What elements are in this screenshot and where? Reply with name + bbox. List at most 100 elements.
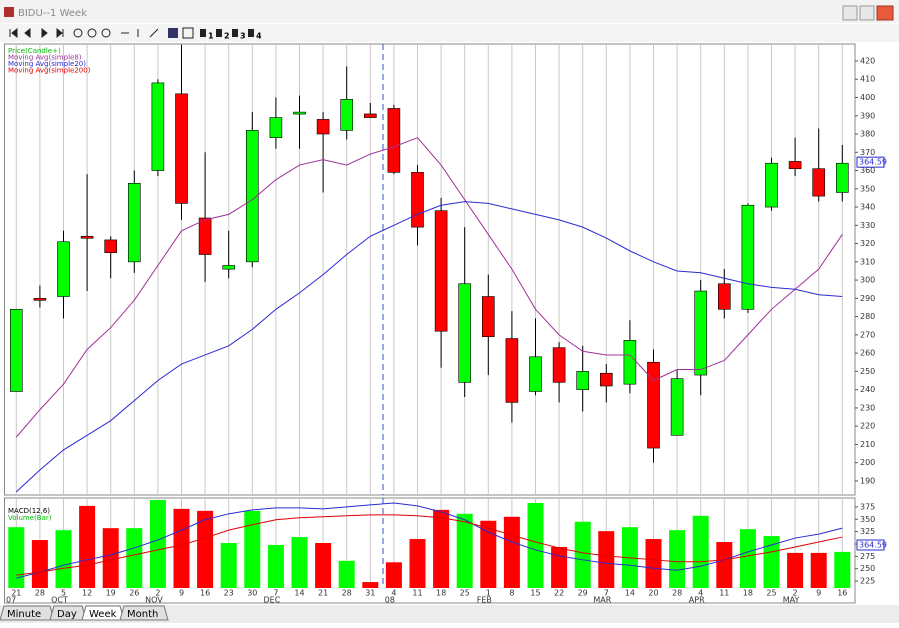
x-tick-label: 18 xyxy=(743,589,753,598)
tab[interactable]: Week xyxy=(81,605,125,621)
y-tick-label: 200 xyxy=(860,458,875,467)
volume-bar xyxy=(338,560,355,588)
last-value-box xyxy=(856,539,885,551)
last-price-label: 364.59 xyxy=(859,158,887,167)
maximize-button[interactable] xyxy=(859,5,875,21)
legend-entry: Moving Avg(simple8) xyxy=(8,54,82,62)
y-tick-label: 290 xyxy=(860,294,875,303)
x-tick-label: 25 xyxy=(766,589,776,598)
x-tick-label: 14 xyxy=(294,589,304,598)
candle-body xyxy=(788,161,802,170)
window-title: BIDU--1 Week xyxy=(18,8,87,19)
y-tick-label: 280 xyxy=(860,312,875,321)
volume-bar xyxy=(787,552,804,588)
candle-body xyxy=(694,290,708,376)
volume-bar xyxy=(810,552,827,588)
x-tick-label: 16 xyxy=(200,589,210,598)
month-label: FEB xyxy=(477,596,492,605)
candle-body xyxy=(670,378,684,436)
candle-body xyxy=(765,162,778,208)
candle-body xyxy=(505,338,519,403)
month-label: 07 xyxy=(6,596,16,605)
last-price-box xyxy=(856,156,885,168)
toolbar-icon xyxy=(248,29,254,37)
candle-body xyxy=(599,372,613,387)
volume-bar xyxy=(197,510,214,588)
toolbar-label: 1 xyxy=(208,32,214,41)
legend-entry: Moving Avg(simple200) xyxy=(8,67,91,75)
volume-bar xyxy=(244,510,261,588)
x-tick-label: 19 xyxy=(106,589,116,598)
tab[interactable]: Day xyxy=(49,605,87,621)
y-tick-label: 330 xyxy=(860,221,875,230)
y-tick-label: 350 xyxy=(860,515,875,524)
y-tick-label: 250 xyxy=(860,564,875,573)
volume-bar xyxy=(480,520,497,588)
tab-label: Minute xyxy=(7,609,41,620)
candle-body xyxy=(246,130,259,263)
candle-body xyxy=(411,172,424,228)
month-label: NOV xyxy=(145,596,163,605)
y-tick-label: 370 xyxy=(860,148,875,157)
tab[interactable]: Minute xyxy=(0,605,55,621)
y-tick-label: 210 xyxy=(860,440,875,449)
volume-bar xyxy=(8,527,25,588)
volume-bar xyxy=(409,539,426,588)
x-tick-label: 1 xyxy=(486,589,491,598)
candle-body xyxy=(104,239,117,254)
candle-body xyxy=(363,113,377,118)
volume-bar xyxy=(362,582,379,588)
x-tick-label: 18 xyxy=(436,589,446,598)
toolbar-label: 2 xyxy=(224,32,230,41)
close-button[interactable] xyxy=(876,5,894,21)
x-tick-label: 4 xyxy=(391,589,396,598)
tab[interactable]: Month xyxy=(119,605,169,621)
y-tick-label: 250 xyxy=(860,367,875,376)
volume-bar xyxy=(220,543,237,588)
tab-strip xyxy=(0,605,899,623)
legend-entry: Volume(Bar) xyxy=(8,514,52,522)
x-tick-label: 14 xyxy=(625,589,635,598)
tab-label: Month xyxy=(127,609,158,620)
candle-body xyxy=(340,99,354,131)
y-tick-label: 375 xyxy=(860,502,875,511)
candle-body xyxy=(222,265,235,270)
month-label: DEC xyxy=(263,596,280,605)
candle-body xyxy=(316,119,330,135)
y-tick-label: 360 xyxy=(860,166,875,175)
x-tick-label: 8 xyxy=(509,589,514,598)
volume-bar xyxy=(598,531,615,588)
y-tick-label: 340 xyxy=(860,203,875,212)
title-bar xyxy=(0,0,899,23)
y-tick-label: 380 xyxy=(860,130,875,139)
x-tick-label: 9 xyxy=(816,589,821,598)
tab-shape xyxy=(119,605,169,621)
x-tick-label: 21 xyxy=(318,589,328,598)
volume-bar xyxy=(716,542,733,588)
x-tick-label: 7 xyxy=(273,589,278,598)
candle-body xyxy=(175,93,188,204)
y-tick-label: 230 xyxy=(860,403,875,412)
volume-bar xyxy=(503,516,520,588)
x-tick-label: 16 xyxy=(837,589,847,598)
y-tick-label: 410 xyxy=(860,75,875,84)
x-tick-label: 4 xyxy=(698,589,703,598)
x-tick-label: 2 xyxy=(155,589,160,598)
volume-plot xyxy=(4,497,856,604)
app-icon xyxy=(4,7,14,17)
x-tick-label: 28 xyxy=(35,589,45,598)
minimize-button[interactable] xyxy=(842,5,858,21)
y-tick-label: 400 xyxy=(860,93,875,102)
x-tick-label: 28 xyxy=(672,589,682,598)
toolbar-icon xyxy=(232,29,238,37)
candle-body xyxy=(80,235,94,239)
volume-bar xyxy=(433,509,450,588)
month-label: MAY xyxy=(783,596,800,605)
x-tick-label: 20 xyxy=(648,589,658,598)
y-tick-label: 275 xyxy=(860,552,875,561)
volume-bar xyxy=(669,530,686,588)
volume-bar xyxy=(79,505,96,588)
candle-body xyxy=(434,210,448,332)
candle-body xyxy=(529,356,542,392)
